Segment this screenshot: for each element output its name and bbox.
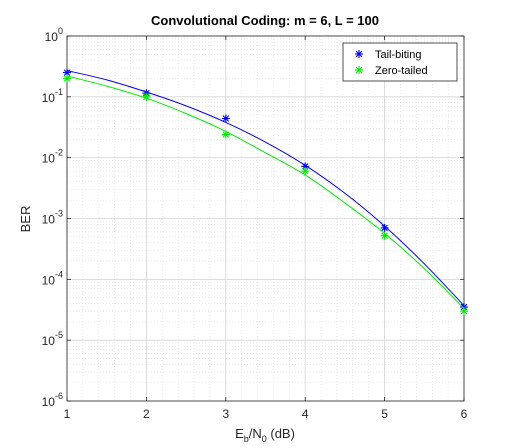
- y-tick-exponent: -5: [55, 330, 63, 340]
- series-1-point-5: [460, 307, 468, 316]
- y-tick-label: 10-5: [42, 330, 63, 348]
- series-1-point-3: [301, 167, 310, 176]
- series-0-point-4: [380, 223, 389, 232]
- series-1-point-4: [380, 231, 389, 240]
- x-axis-label-sub2: 0: [262, 434, 267, 444]
- series-0-point-2: [221, 114, 230, 123]
- x-tick-label: 4: [302, 407, 309, 421]
- y-tick-label: 100: [45, 26, 63, 44]
- x-axis-label-sub1: b: [244, 434, 249, 444]
- y-tick-label: 10-6: [42, 391, 63, 409]
- x-axis-label: Eb/N0 (dB): [235, 426, 295, 444]
- legend-marker-0: [355, 50, 363, 58]
- x-tick-label: 5: [381, 407, 388, 421]
- y-axis-label: BER: [18, 206, 33, 233]
- y-tick-base: 10: [42, 395, 56, 409]
- y-tick-label: 10-4: [42, 269, 63, 287]
- legend-box: [342, 42, 458, 82]
- y-tick-exponent: -2: [55, 148, 63, 158]
- x-tick-label: 6: [461, 407, 468, 421]
- y-tick-base: 10: [42, 213, 56, 227]
- legend-entry-0: Tail-biting: [375, 49, 421, 61]
- series-0-point-0: [63, 68, 71, 77]
- y-tick-label: 10-2: [42, 148, 63, 166]
- series-line-1: [66, 75, 465, 309]
- legend-entry-1: Zero-tailed: [375, 65, 428, 77]
- y-tick-base: 10: [42, 152, 56, 166]
- y-tick-exponent: -1: [55, 87, 63, 97]
- x-tick-label: 3: [222, 407, 229, 421]
- y-tick-label: 10-1: [42, 87, 63, 105]
- x-axis-label-tail: (dB): [267, 426, 295, 441]
- y-tick-base: 10: [42, 334, 56, 348]
- y-tick-exponent: -4: [55, 269, 63, 279]
- legend-marker-1: [355, 66, 363, 74]
- x-axis-label-mid: /N: [249, 426, 262, 441]
- y-tick-label: 10-3: [42, 209, 63, 227]
- y-tick-exponent: 0: [58, 26, 63, 36]
- x-axis-label-main: E: [235, 426, 244, 441]
- series-1-point-1: [142, 92, 151, 101]
- series-1-point-2: [221, 130, 230, 139]
- y-tick-base: 10: [45, 30, 59, 44]
- chart-title: Convolutional Coding: m = 6, L = 100: [151, 13, 379, 28]
- y-tick-exponent: -6: [55, 391, 63, 401]
- y-tick-exponent: -3: [55, 209, 63, 219]
- y-tick-base: 10: [42, 273, 56, 287]
- x-tick-label: 1: [64, 407, 71, 421]
- series-1-point-0: [63, 74, 71, 83]
- plot-area: 1 2 3 4 5 610010-110-210-310-410-510-6Tail-bi…: [42, 26, 468, 421]
- y-tick-base: 10: [42, 91, 56, 105]
- series-line-0: [66, 70, 465, 306]
- x-tick-label: 2: [143, 407, 150, 421]
